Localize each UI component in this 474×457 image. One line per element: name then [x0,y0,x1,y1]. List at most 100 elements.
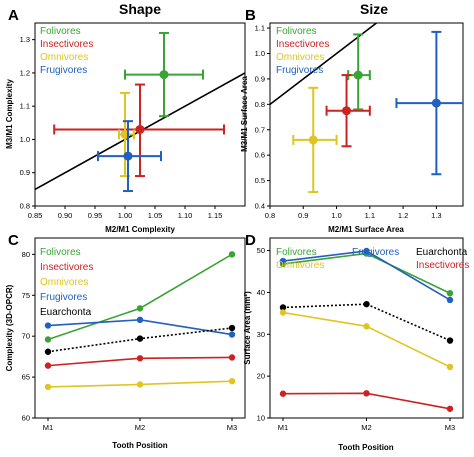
y-tick-label: 30 [257,330,265,339]
euarchonta-point [363,300,370,308]
panel-d-x-axis-title: Tooth Position [338,443,394,452]
legend-frugivores: Frugivores [276,65,323,76]
legend-insectivores: Insectivores [40,39,93,50]
legend-insectivores: Insectivores [40,262,93,273]
folivores-point [136,305,144,312]
y-tick-label: 0.4 [255,202,265,211]
panel-c-letter: C [8,232,19,249]
frugivores-point [446,296,454,304]
folivores-point [44,336,52,343]
omnivores-point [228,377,236,385]
euarchonta-line [282,303,451,342]
folivores-point [228,251,236,258]
panel-a-plot-frame [34,22,246,207]
insectivores-point [279,390,287,397]
x-tick-label: M1 [278,423,288,432]
insectivores-point [363,390,370,397]
x-tick-label: M2 [135,423,145,432]
insectivores-point [44,362,52,369]
panel-a-title: Shape [119,1,161,17]
y-tick-label: 75 [22,291,30,300]
panel-b-plot-frame [269,22,464,207]
omnivores-line [282,311,451,368]
omnivores-point [363,323,370,330]
x-tick-label: 1.05 [148,211,163,220]
euarchonta-point [44,348,52,355]
y-tick-label: 80 [22,250,30,259]
folivores-point [353,70,363,80]
legend-omnivores: Omnivores [276,260,324,271]
y-tick-label: 0.5 [255,176,265,185]
y-tick-label: 40 [257,288,265,297]
legend-frugivores: Frugivores [352,247,399,258]
insectivores-point [446,405,454,412]
panel-a-letter: A [8,7,19,24]
legend-folivores: Folivores [276,247,317,258]
insectivores-point [228,354,236,361]
legend-euarchonta: Euarchonta [416,247,468,258]
folivores-point [159,70,169,80]
panel-c: C M1 M2 M3 60 65 70 75 80 Folivores Insectivores… [5,232,246,450]
y-tick-label: 20 [257,372,265,381]
panel-d-letter: D [245,232,256,249]
y-tick-label: 1.2 [20,68,30,77]
x-tick-label: M2 [361,423,371,432]
euarchonta-point [228,324,236,332]
y-tick-label: 10 [257,414,265,423]
insectivores-point [136,355,144,362]
y-tick-label: 1.0 [20,135,30,144]
x-tick-label: 1.3 [431,211,441,220]
frugivores-point [136,316,144,324]
y-tick-label: 50 [257,246,265,255]
frugivores-point [431,98,441,108]
insectivores-point [342,106,352,116]
legend-insectivores: Insectivores [416,260,469,271]
x-tick-label: 0.9 [298,211,308,220]
legend-folivores: Folivores [40,247,81,258]
x-tick-label: 0.85 [28,211,43,220]
legend-frugivores: Frugivores [40,65,87,76]
x-tick-label: 1.2 [398,211,408,220]
y-tick-label: 0.9 [20,168,30,177]
panel-b: B Size 0.8 0.9 1.0 1.1 1.2 1.3 0.4 0.5 0.6 0.7 0.8… [240,1,464,234]
euarchonta-point [279,304,287,311]
x-tick-label: 0.90 [58,211,73,220]
x-tick-label: 1.15 [208,211,223,220]
panel-a: A Shape 0.85 0.90 0.95 1.00 1.05 1.10 1.15 0.8 0… [5,1,246,234]
euarchonta-point [446,337,454,344]
omnivores-point [446,363,454,371]
x-tick-label: 1.0 [331,211,341,220]
x-tick-label: 0.95 [88,211,103,220]
y-tick-label: 0.9 [255,74,265,83]
x-tick-label: M3 [445,423,455,432]
y-tick-label: 1.1 [255,24,265,33]
panel-b-x-axis-title: M2/M1 Surface Area [328,225,404,234]
y-tick-label: 65 [22,373,30,382]
y-tick-label: 0.8 [20,202,30,211]
panel-d: D M1 M2 M3 10 20 30 40 50 Folivores Omnivores Fru… [243,232,469,452]
panel-c-y-axis-title: Complexity (3D-OPCR) [5,284,14,371]
frugivores-point [228,331,236,338]
legend-euarchonta: Euarchonta [40,307,92,318]
x-tick-label: 0.8 [265,211,275,220]
panel-a-plot-area [35,31,245,193]
panel-b-letter: B [245,7,256,24]
legend-folivores: Folivores [276,26,317,37]
x-tick-label: 1.10 [178,211,193,220]
y-tick-label: 70 [22,332,30,341]
panel-b-title: Size [360,1,388,17]
panel-b-y-axis-title: M3/M1 Surface Area [240,76,249,152]
folivores-point [446,290,454,297]
x-tick-label: 1.00 [118,211,133,220]
y-tick-label: 0.6 [255,151,265,160]
y-tick-label: 1.0 [255,49,265,58]
frugivores-point [123,151,133,161]
panel-c-x-axis-title: Tooth Position [112,441,168,450]
panel-d-y-axis-title: Surface Area (mm²) [243,291,252,365]
y-tick-label: 0.8 [255,100,265,109]
legend-folivores: Folivores [40,26,81,37]
x-tick-label: 1.1 [365,211,375,220]
frugivores-point [44,322,52,329]
legend-omnivores: Omnivores [276,52,324,63]
euarchonta-point [136,335,144,342]
